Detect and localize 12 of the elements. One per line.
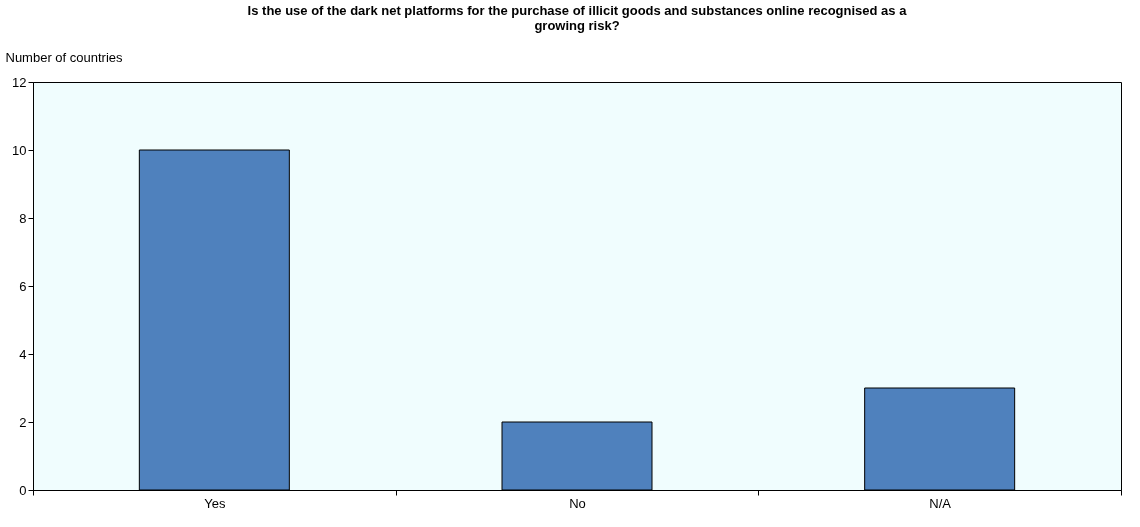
y-tick-label: 4 xyxy=(19,346,27,362)
chart-title: Is the use of the dark net platforms for the purchase of illicit goods and substances online recognised as a growing risk? xyxy=(247,3,908,33)
y-tick-label: 2 xyxy=(19,414,27,430)
y-tick-label: 10 xyxy=(12,142,27,158)
y-tick-label: 6 xyxy=(19,278,27,294)
x-tick-label: Yes xyxy=(204,495,226,511)
y-tick-label: 12 xyxy=(12,74,27,90)
y-tick-label: 0 xyxy=(19,482,27,498)
x-tick-label: No xyxy=(569,495,586,511)
x-tick-label: N/A xyxy=(929,495,952,511)
y-tick-label: 8 xyxy=(19,210,27,226)
y-axis-title: Number of countries xyxy=(5,49,124,65)
